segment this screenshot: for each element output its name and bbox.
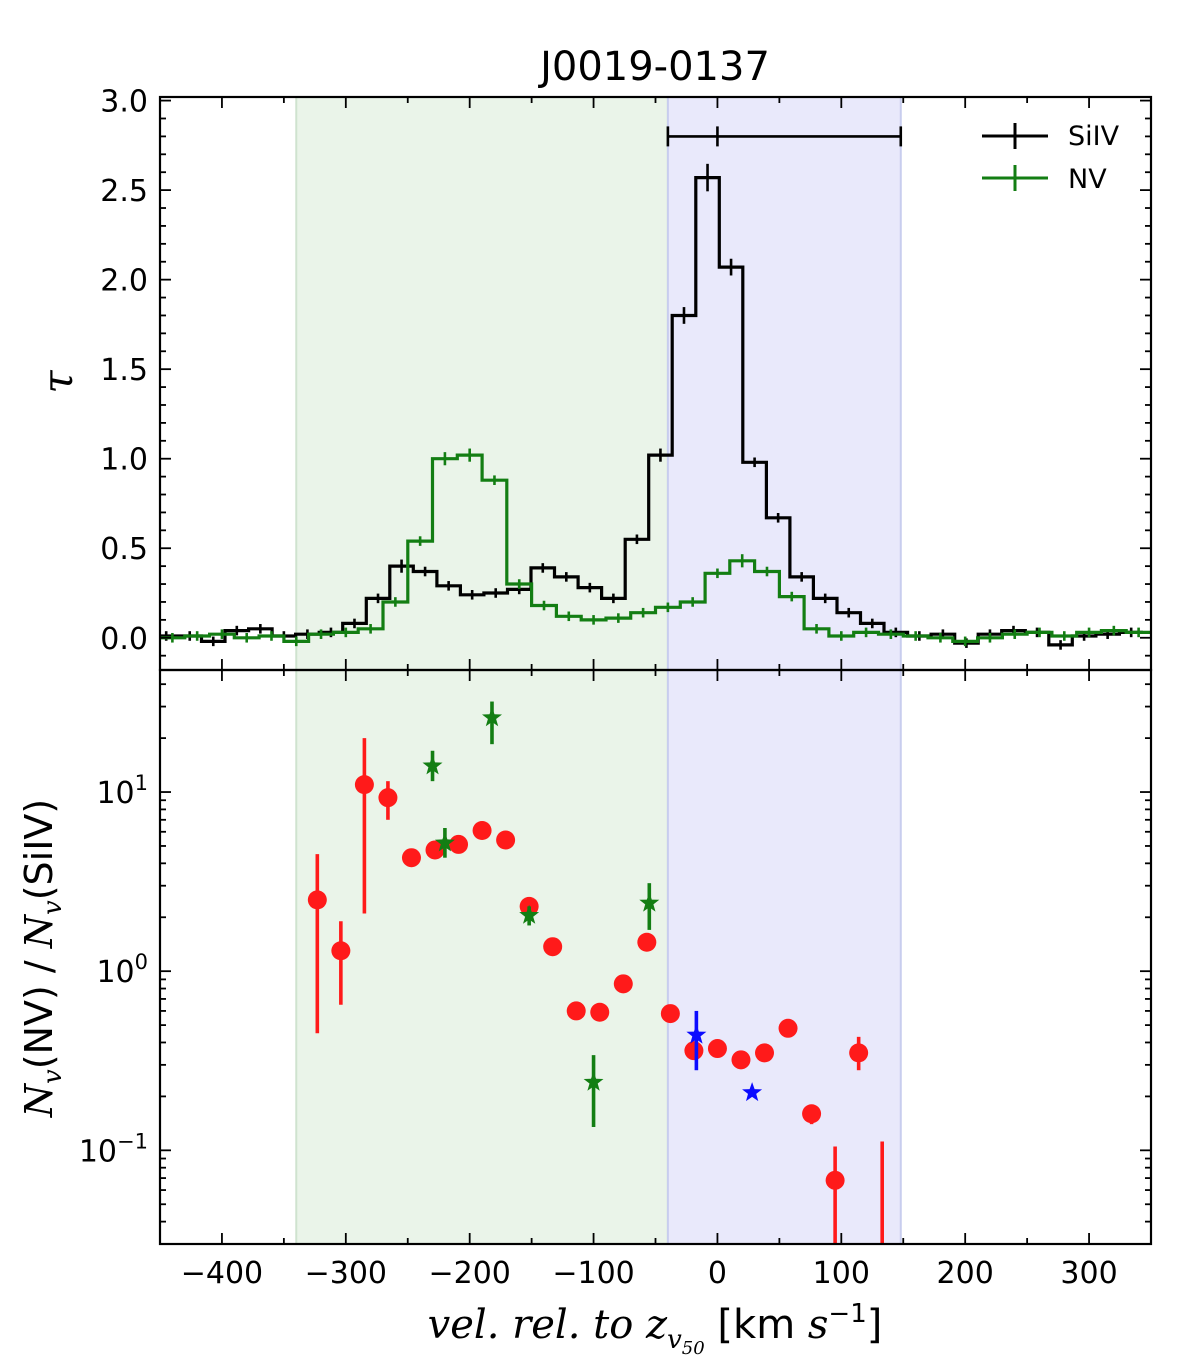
red-circles-point xyxy=(378,788,398,808)
red-circles-point xyxy=(802,1104,822,1124)
red-circles-point xyxy=(825,1170,845,1190)
top-y-tick-label: 1.5 xyxy=(100,353,148,388)
bottom-y-tick-label: 101 xyxy=(96,771,148,811)
top-y-axis-label: τ xyxy=(33,370,82,394)
red-circles-point xyxy=(731,1050,751,1070)
green-stars-point xyxy=(519,904,540,924)
red-circles-point xyxy=(449,834,469,854)
legend-entry-nv: NV xyxy=(982,164,1107,195)
top-y-tick-label: 2.5 xyxy=(100,174,148,209)
x-tick-label: 0 xyxy=(708,1256,727,1291)
red-circles-point xyxy=(425,840,445,860)
legend: SiIV NV xyxy=(982,121,1120,195)
x-tick-label: 200 xyxy=(937,1256,994,1291)
bottom-y-tick-label: 10−1 xyxy=(79,1129,148,1169)
blue-stars-point xyxy=(742,1082,763,1102)
x-tick-label: 300 xyxy=(1060,1256,1117,1291)
bottom-y-tick-label: 100 xyxy=(96,950,148,990)
red-circles-point xyxy=(401,848,421,868)
red-circles-point xyxy=(707,1039,727,1059)
x-tick-label: 100 xyxy=(813,1256,870,1291)
x-tick-label: −100 xyxy=(552,1256,634,1291)
legend-entry-siiv: SiIV xyxy=(982,121,1120,152)
x-tick-label: −300 xyxy=(305,1256,387,1291)
green-stars-point xyxy=(482,707,502,727)
step-line-nv xyxy=(160,453,1151,643)
top-y-tick-label: 0.5 xyxy=(100,532,148,567)
tick-labels: −400 −300 −200 −100 0 100 200 300 0.0 0.5 1.0 1.5 2.… xyxy=(79,85,1118,1291)
green-stars-point xyxy=(639,892,660,912)
legend-label-siiv: SiIV xyxy=(1068,121,1120,152)
red-circles-point xyxy=(613,974,633,994)
green-stars-point xyxy=(422,755,443,775)
x-tick-label: −400 xyxy=(181,1256,263,1291)
top-y-tick-label: 2.0 xyxy=(100,264,148,299)
red-circles-point xyxy=(684,1041,704,1061)
red-circles-point xyxy=(849,1043,869,1063)
green-stars-point xyxy=(434,832,455,852)
top-y-tick-label: 3.0 xyxy=(100,85,148,120)
red-circles-point xyxy=(778,1018,798,1038)
red-circles-point xyxy=(307,890,327,910)
red-circles-point xyxy=(331,941,351,961)
red-circles-point xyxy=(660,1004,680,1024)
x-axis-label: vel. rel. to zv50 [km s−1] xyxy=(428,1299,883,1359)
chart-title: J0019-0137 xyxy=(537,44,770,90)
legend-label-nv: NV xyxy=(1068,164,1107,195)
top-panel-plot xyxy=(160,126,1151,650)
red-circles-point xyxy=(543,937,563,957)
red-circles-point xyxy=(354,775,374,795)
bottom-y-axis-label: Nv(NV) / Nv(SiIV) xyxy=(17,799,68,1118)
bottom-panel-plot xyxy=(307,701,884,1244)
blue-stars-point xyxy=(686,1024,707,1044)
top-y-tick-label: 1.0 xyxy=(100,443,148,478)
top-y-tick-label: 0.0 xyxy=(100,622,148,657)
bottom-panel-frame xyxy=(158,668,1153,1246)
red-circles-point xyxy=(755,1043,775,1063)
green-stars-point xyxy=(583,1071,604,1091)
x-tick-label: −200 xyxy=(428,1256,510,1291)
red-circles-point xyxy=(472,820,492,840)
red-circles-point xyxy=(637,932,657,952)
red-circles-point xyxy=(566,1001,586,1021)
red-circles-point xyxy=(590,1002,610,1022)
red-circles-point xyxy=(496,830,516,850)
